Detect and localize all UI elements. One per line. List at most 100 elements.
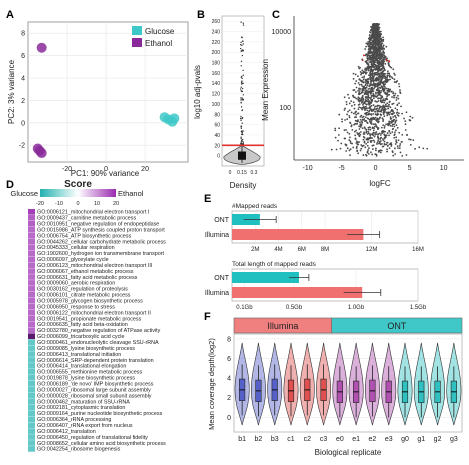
data-point <box>375 89 378 92</box>
data-point <box>361 116 364 119</box>
panel-c-xlabel: logFC <box>369 179 391 188</box>
data-point <box>372 129 375 132</box>
data-point <box>384 55 386 58</box>
data-point <box>371 132 374 135</box>
x-tick-label: 0 <box>104 166 108 173</box>
panel-a-ylabel: PC2: 3% variance <box>7 59 16 124</box>
data-point <box>383 126 386 129</box>
data-point <box>395 136 398 139</box>
data-point <box>330 148 333 151</box>
data-point <box>366 111 369 114</box>
data-point <box>347 110 349 113</box>
data-point <box>403 117 405 120</box>
data-point <box>382 59 385 62</box>
data-point <box>396 126 399 129</box>
data-point <box>371 86 374 89</box>
data-point <box>381 99 384 102</box>
data-point <box>371 43 373 46</box>
data-point <box>379 58 382 61</box>
data-point <box>358 132 361 135</box>
data-point <box>371 32 374 34</box>
data-point <box>397 147 399 149</box>
data-point <box>380 126 383 129</box>
data-point <box>349 121 351 124</box>
data-point <box>241 117 243 120</box>
data-point <box>241 44 243 46</box>
data-point <box>366 133 369 135</box>
data-point <box>358 92 361 95</box>
data-point <box>388 88 390 91</box>
data-point <box>377 70 380 72</box>
data-point <box>376 62 379 65</box>
data-point <box>393 94 396 97</box>
data-point <box>390 120 393 123</box>
data-point <box>341 120 344 123</box>
data-point <box>348 109 351 112</box>
data-point <box>388 120 390 123</box>
data-point <box>390 66 393 69</box>
data-point <box>372 34 374 37</box>
data-point <box>393 123 396 126</box>
data-point <box>240 21 242 23</box>
x-tick-label: 6M <box>298 247 306 253</box>
data-point <box>376 47 379 50</box>
data-point <box>366 54 369 57</box>
data-point <box>393 136 396 139</box>
heatmap-row-label: GO:0006121_mitochondrial electron transp… <box>37 210 149 216</box>
data-point <box>374 153 377 156</box>
data-point <box>357 133 359 136</box>
data-point <box>371 27 374 30</box>
data-point <box>352 112 355 115</box>
data-point <box>239 47 242 50</box>
heatmap-cell <box>28 374 35 381</box>
data-point-significant <box>388 60 391 63</box>
y-tick-label: 100 <box>279 105 291 112</box>
heatmap-row-label: GO:0019541_propionate metabolic process <box>37 316 142 322</box>
data-point <box>345 144 348 147</box>
data-point <box>363 136 366 139</box>
data-point <box>386 95 389 98</box>
data-point <box>352 78 355 80</box>
data-point <box>379 106 381 109</box>
data-point <box>375 30 378 33</box>
x-tick-label: 2M <box>251 247 259 253</box>
panel-b-ylabel: log10 adj-pvals <box>193 65 202 119</box>
heatmap-cell <box>28 422 35 428</box>
data-point <box>382 138 384 140</box>
x-tick-label: 0.3 <box>251 170 258 176</box>
heatmap-cell <box>28 351 35 357</box>
data-point <box>396 145 399 148</box>
data-point <box>240 36 243 38</box>
data-point <box>241 87 244 90</box>
data-point <box>387 107 390 110</box>
data-point <box>395 140 398 143</box>
data-point <box>393 133 396 136</box>
data-point <box>378 150 380 153</box>
data-point <box>361 89 364 92</box>
data-point <box>361 107 363 110</box>
data-point <box>355 97 358 100</box>
data-point <box>393 111 395 114</box>
data-point <box>379 47 382 50</box>
x-tick-label: -20 <box>62 166 72 173</box>
data-point <box>360 120 363 123</box>
data-point <box>360 73 362 76</box>
data-point <box>382 74 385 77</box>
data-point <box>369 74 372 77</box>
panel-f-letter: F <box>204 311 211 323</box>
data-point <box>367 69 370 72</box>
data-point <box>353 107 356 110</box>
data-point <box>389 106 392 109</box>
data-point <box>359 115 362 118</box>
x-tick-label: 0 <box>229 170 232 176</box>
data-point <box>382 98 385 101</box>
data-point <box>366 109 369 112</box>
data-point <box>240 142 242 144</box>
data-point <box>355 80 358 82</box>
data-point <box>391 109 394 112</box>
x-tick-label: 10 <box>440 165 448 172</box>
data-point <box>401 155 404 157</box>
data-point <box>386 114 389 117</box>
data-point <box>354 73 357 76</box>
